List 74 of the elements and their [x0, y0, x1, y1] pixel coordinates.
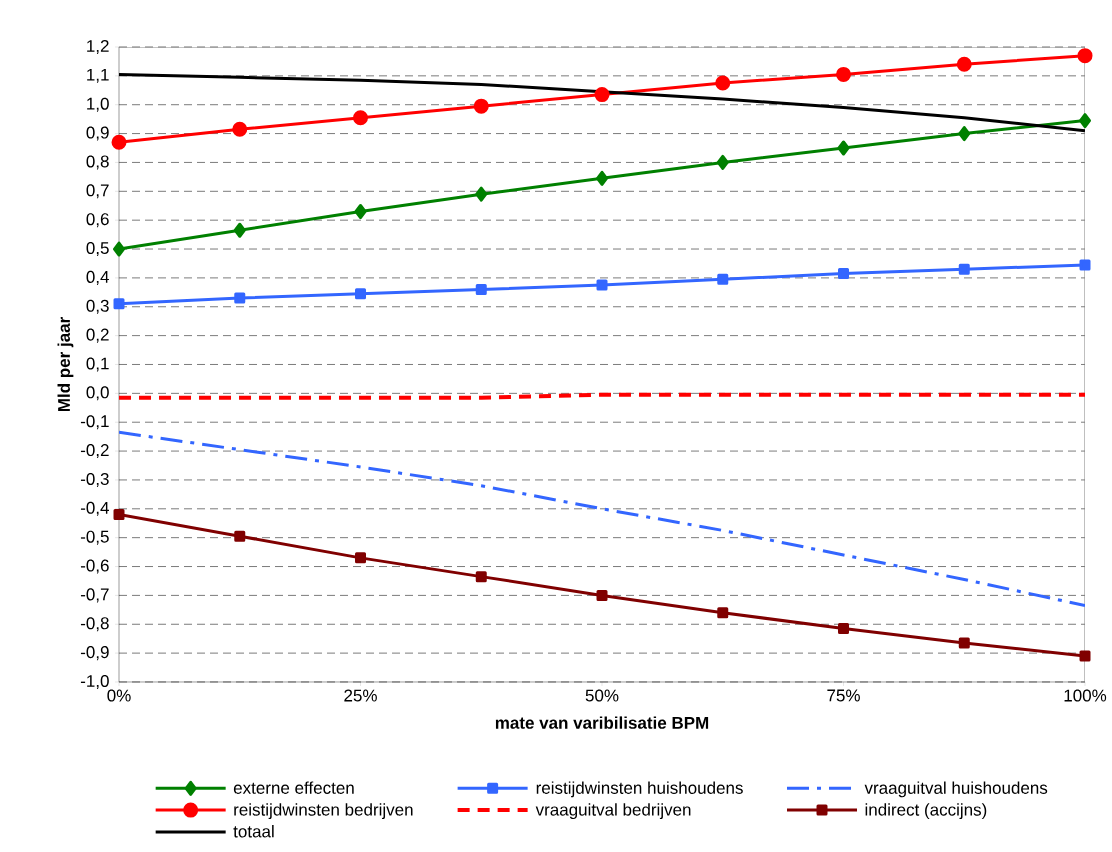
y-tick-label: 0,6	[86, 213, 109, 228]
point	[232, 121, 248, 137]
point	[596, 589, 608, 601]
x-tick-label: 25%	[344, 689, 377, 702]
point	[958, 126, 971, 142]
y-tick-label: -0,8	[80, 617, 109, 632]
point	[113, 241, 126, 257]
point	[1079, 113, 1092, 129]
y-tick-label: 0,4	[86, 270, 109, 285]
y-tick-label: 0,0	[86, 386, 109, 401]
line-series	[119, 430, 1086, 607]
y-tick-label: -0,6	[80, 559, 109, 574]
x-tick-label: 50%	[585, 689, 619, 702]
point	[1077, 48, 1093, 64]
y-tick-label: -0,4	[80, 501, 109, 516]
point	[838, 623, 850, 635]
point	[1079, 259, 1091, 271]
point	[473, 98, 489, 114]
y-tick-label: 1,0	[87, 97, 109, 112]
point	[715, 75, 731, 91]
x-tick-label: 0%	[107, 689, 131, 702]
point	[594, 87, 610, 103]
point	[475, 186, 488, 202]
point	[596, 279, 608, 291]
x-axis-title: mate van varibilisatie BPM	[495, 716, 709, 729]
y-tick-label: 0,1	[86, 357, 109, 372]
legend-label: vraaguitval bedrijven	[535, 803, 691, 820]
y-tick-label: -0,9	[80, 646, 109, 661]
point	[113, 298, 125, 310]
point	[111, 134, 127, 150]
point	[475, 283, 487, 295]
y-tick-label: -0,2	[80, 444, 109, 459]
point	[716, 154, 729, 170]
y-tick-label: 1,2	[87, 39, 109, 54]
point	[355, 288, 367, 300]
point	[234, 530, 246, 542]
y-tick-label: 0,9	[86, 126, 109, 141]
point	[958, 637, 970, 649]
point	[717, 273, 729, 285]
point	[837, 140, 850, 156]
point	[234, 292, 246, 304]
point	[354, 204, 367, 220]
point	[1079, 650, 1091, 662]
x-tick-label: 75%	[827, 689, 860, 702]
y-tick-label: -0,5	[80, 530, 109, 545]
x-tick-label: 100%	[1064, 689, 1107, 702]
point	[233, 222, 246, 238]
point	[836, 66, 852, 82]
y-tick-label: 0,2	[86, 328, 109, 343]
legend-label: totaal	[233, 825, 274, 838]
point	[958, 263, 970, 275]
point	[838, 268, 850, 280]
legend-label: reistijdwinsten bedrijven	[234, 803, 413, 820]
y-tick-label: 0,8	[86, 155, 109, 170]
y-tick-label: -0,7	[80, 588, 109, 603]
y-tick-label: -0,3	[80, 472, 109, 487]
point	[353, 110, 369, 126]
legend-label: indirect (accijns)	[865, 803, 987, 820]
y-tick-label: -1,0	[80, 674, 109, 690]
y-tick-label: -0,1	[80, 415, 109, 430]
point	[355, 552, 367, 564]
point	[596, 170, 609, 186]
legend-label: vraaguitval huishoudens	[864, 781, 1048, 798]
point	[475, 571, 487, 583]
point	[717, 607, 729, 619]
y-tick-label: 0,3	[86, 299, 109, 314]
y-tick-label: 0,5	[86, 242, 109, 257]
y-axis-title: Mld per jaar	[57, 317, 74, 412]
legend-label: reistijdwinsten huishoudens	[536, 781, 743, 798]
legend-label: externe effecten	[233, 781, 354, 794]
point	[113, 509, 125, 521]
y-tick-label: 0,7	[86, 184, 109, 199]
point	[956, 56, 972, 72]
y-tick-label: 1,1	[87, 68, 109, 83]
